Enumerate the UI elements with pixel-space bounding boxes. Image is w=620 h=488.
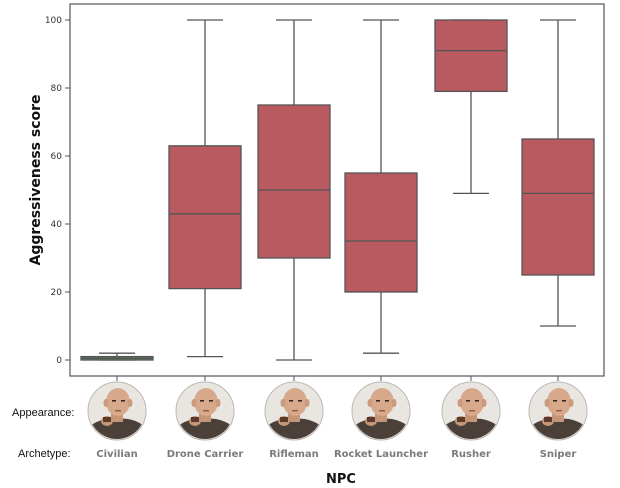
archetype-label: Rocket Launcher [334,449,428,460]
appearance-row-label: Appearance: [12,407,74,419]
npc-portrait-icon [528,381,588,441]
box-rocket-launcher [344,19,418,354]
archetype-label: Rifleman [269,449,319,460]
iqr-box [344,172,418,293]
iqr-box [434,19,508,93]
y-axis-ticks: 0 20 40 60 80 100 [45,16,70,366]
y-tick-label: 40 [51,220,63,230]
archetype-labels: Civilian Drone Carrier Rifleman Rocket Laun… [96,449,576,460]
y-axis-label: Aggressiveness score [28,94,44,265]
iqr-box [257,104,331,259]
archetype-label: Civilian [96,449,137,460]
y-tick-label: 0 [56,356,62,366]
iqr-box [521,138,595,276]
appearance-row [87,381,588,441]
box-drone-carrier [168,19,242,358]
box-civilian [80,352,154,361]
box-rusher [434,19,508,195]
archetype-label: Sniper [540,449,577,460]
box-series [80,19,595,361]
box-sniper [521,19,595,327]
npc-portrait-icon [264,381,324,441]
iqr-box [168,145,242,290]
y-tick-label: 20 [51,288,63,298]
archetype-label: Drone Carrier [167,449,244,460]
box-rifleman [257,19,331,361]
x-axis-label: NPC [326,472,356,487]
plot-frame [69,3,605,377]
archetype-row-label: Archetype: [18,448,71,460]
npc-portrait-icon [175,381,235,441]
y-tick-label: 100 [45,16,62,26]
x-axis-ticks [116,376,559,381]
npc-portrait-icon [441,381,501,441]
npc-portrait-icon [351,381,411,441]
y-tick-label: 60 [51,152,63,162]
npc-portrait-icon [87,381,147,441]
y-tick-label: 80 [51,84,63,94]
archetype-label: Rusher [451,449,491,460]
